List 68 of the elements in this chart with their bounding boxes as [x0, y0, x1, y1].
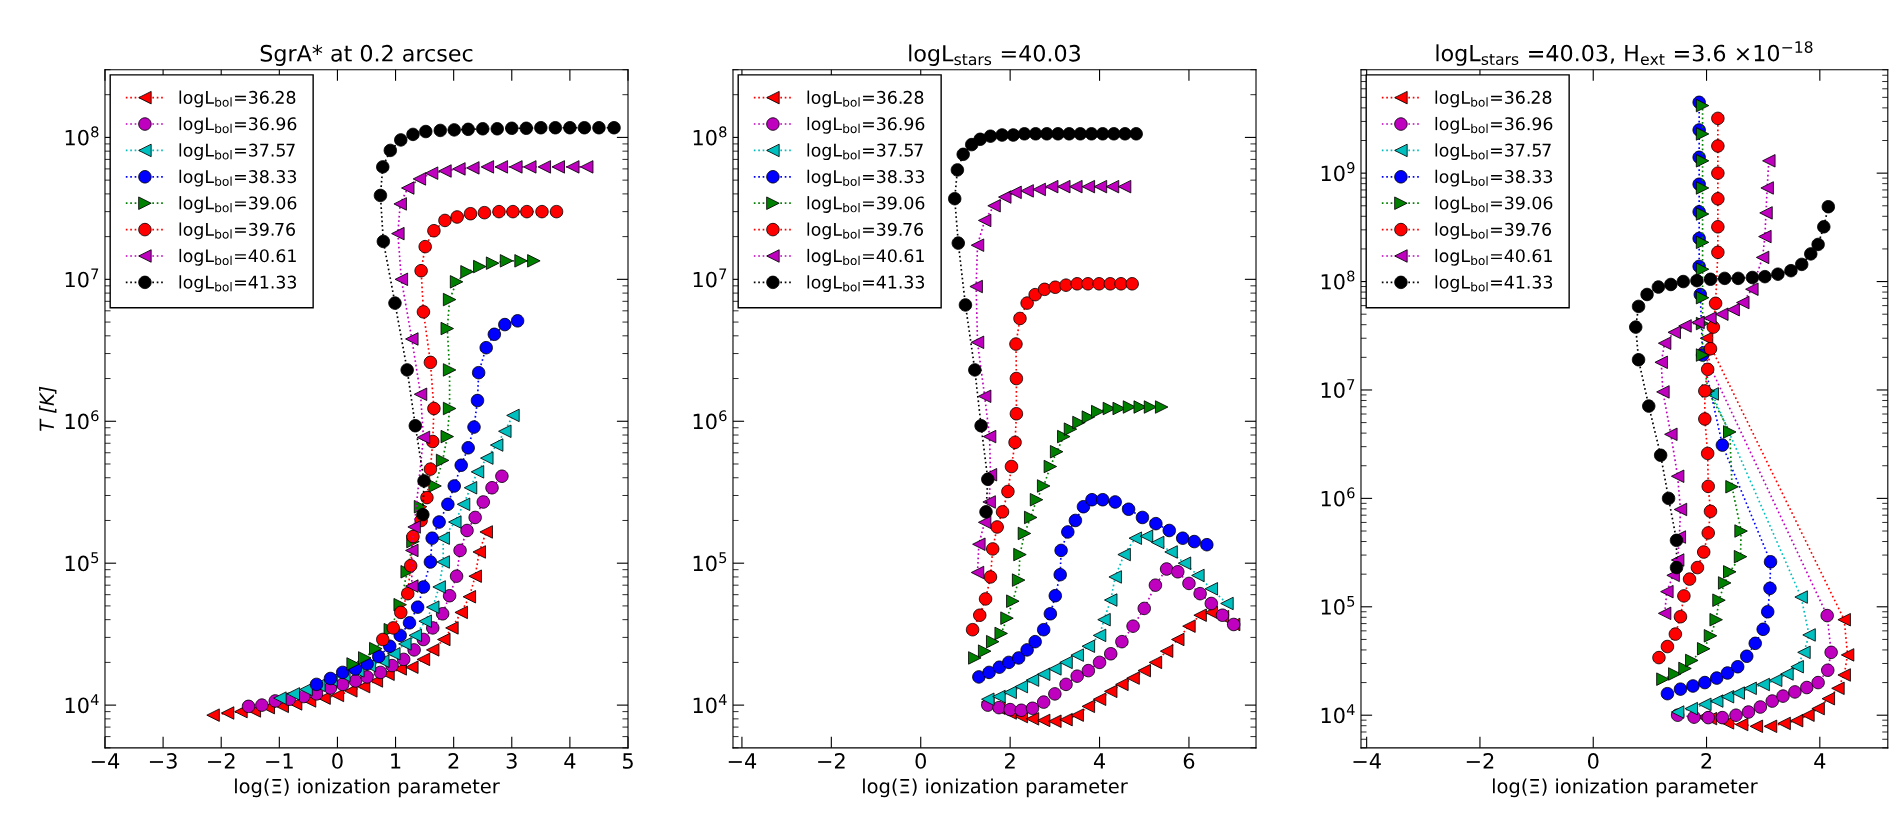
legend-label: logL$_{bol}$=40.61 [807, 248, 924, 266]
legend-label: logL$_{bol}$=36.96 [1435, 116, 1553, 134]
legend-label: logL$_{bol}$=39.06 [1435, 196, 1553, 213]
legend-label: logL$_{bol}$=40.61 [1435, 248, 1552, 266]
chart-title: logL$_{stars}$ =40.03, H$_{ext}$ =3.6 ×10$^{−18}$ [1436, 41, 1813, 66]
y-tick-label: 10$^{5}$ [693, 552, 727, 572]
x-tick-label: 2 [1701, 753, 1712, 769]
chart-title: SgrA* at 0.2 arcsec [260, 44, 473, 66]
x-axis-title: log(Ξ) ionization parameter [235, 778, 500, 798]
y-tick-label: 10$^{9}$ [1321, 162, 1355, 182]
legend-label: logL$_{bol}$=38.33 [1435, 169, 1553, 187]
y-tick-label: 10$^{8}$ [1321, 270, 1355, 290]
y-tick-label: 10$^{7}$ [65, 268, 99, 288]
legend-label: logL$_{bol}$=37.57 [1435, 143, 1551, 161]
y-tick-label: 10$^{7}$ [693, 268, 727, 288]
x-tick-label: −3 [149, 753, 177, 769]
x-axis-title: log(Ξ) ionization parameter [863, 778, 1128, 798]
y-tick-label: 10$^{5}$ [1321, 595, 1355, 615]
y-tick-label: 10$^{8}$ [693, 126, 727, 146]
y-tick-label: 10$^{6}$ [1321, 487, 1355, 507]
legend-label: logL$_{bol}$=36.96 [807, 116, 925, 134]
x-tick-label: 2 [448, 753, 459, 769]
x-tick-label: −4 [91, 753, 120, 769]
legend-label: logL$_{bol}$=40.61 [179, 248, 296, 266]
x-tick-label: 5 [622, 753, 633, 769]
legend-label: logL$_{bol}$=39.76 [1435, 222, 1552, 240]
legend-label: logL$_{bol}$=41.33 [179, 275, 297, 293]
x-tick-label: 4 [1814, 753, 1826, 769]
x-tick-label: 0 [1587, 753, 1599, 769]
legend-label: logL$_{bol}$=39.06 [807, 196, 925, 213]
x-tick-label: −1 [266, 753, 293, 769]
y-tick-label: 10$^{6}$ [65, 410, 99, 430]
legend-label: logL$_{bol}$=37.57 [179, 143, 295, 161]
x-tick-label: −2 [208, 753, 235, 769]
x-tick-label: −4 [728, 753, 757, 769]
x-tick-label: 0 [332, 753, 343, 769]
legend-label: logL$_{bol}$=36.28 [179, 90, 296, 108]
x-tick-label: 4 [1093, 753, 1106, 769]
chart-title: logL$_{stars}$ =40.03 [909, 44, 1080, 66]
y-tick-label: 10$^{5}$ [65, 552, 99, 572]
legend-label: logL$_{bol}$=39.76 [179, 222, 296, 240]
y-tick-label: 10$^{4}$ [65, 694, 99, 714]
x-tick-label: −2 [818, 753, 845, 769]
legend-label: logL$_{bol}$=38.33 [807, 169, 925, 187]
legend-label: logL$_{bol}$=37.57 [807, 143, 923, 161]
x-tick-label: 6 [1183, 753, 1195, 769]
x-tick-label: 2 [1005, 753, 1015, 769]
legend-label: logL$_{bol}$=41.33 [807, 275, 925, 293]
legend-label: logL$_{bol}$=36.96 [179, 116, 297, 134]
y-tick-label: 10$^{4}$ [693, 694, 727, 714]
legend-label: logL$_{bol}$=36.28 [807, 90, 924, 108]
y-tick-label: 10$^{4}$ [1321, 704, 1355, 724]
legend-label: logL$_{bol}$=41.33 [1435, 275, 1553, 293]
legend-label: logL$_{bol}$=36.28 [1435, 90, 1552, 108]
legend-label: logL$_{bol}$=39.76 [807, 222, 924, 240]
y-axis-title: T [K] [39, 386, 57, 431]
x-axis-title: log(Ξ) ionization parameter [1492, 778, 1758, 798]
x-tick-label: 0 [915, 753, 926, 769]
y-tick-label: 10$^{6}$ [693, 410, 727, 430]
x-tick-label: 4 [564, 753, 576, 769]
x-tick-label: 3 [506, 753, 517, 769]
y-tick-label: 10$^{8}$ [65, 126, 99, 146]
x-tick-label: 1 [391, 753, 401, 769]
x-tick-label: −4 [1353, 753, 1381, 769]
legend-label: logL$_{bol}$=38.33 [179, 169, 297, 187]
x-tick-label: −2 [1466, 753, 1494, 769]
y-tick-label: 10$^{7}$ [1321, 379, 1355, 399]
legend-label: logL$_{bol}$=39.06 [179, 196, 297, 213]
